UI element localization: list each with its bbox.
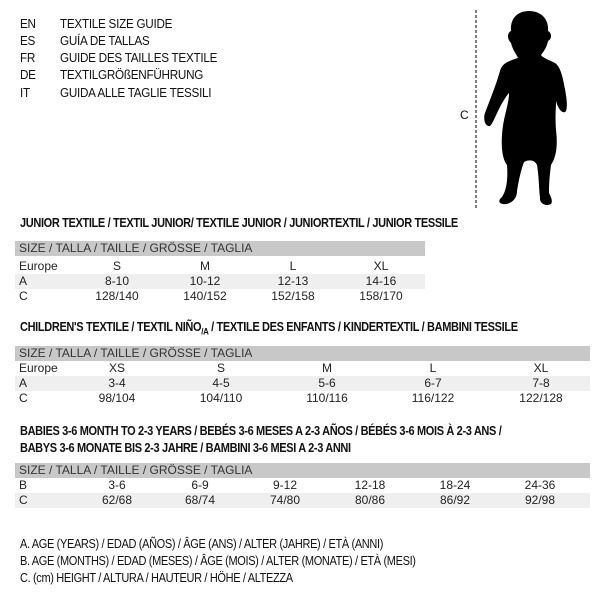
table-cell: 110/116 bbox=[306, 391, 348, 405]
row-label: A bbox=[19, 376, 28, 390]
lang-title: TEXTILGRÖßENFÜHRUNG bbox=[60, 67, 204, 82]
table-cell: 3-4 bbox=[108, 376, 126, 390]
table-cell: 152/158 bbox=[271, 289, 315, 303]
babies-section-title-line2: BABYS 3-6 MONATE BIS 2-3 JAHRE / BAMBINI… bbox=[20, 441, 351, 455]
children-section-title: CHILDREN'S TEXTILE / TEXTIL NIÑO/A / TEX… bbox=[20, 320, 518, 337]
table-cell: 92/98 bbox=[524, 493, 556, 507]
row-label: A bbox=[19, 274, 28, 288]
table-cell: 18-24 bbox=[439, 478, 471, 492]
table-cell: L bbox=[289, 259, 297, 273]
table-cell: 12-18 bbox=[354, 478, 386, 492]
table-cell: 24-36 bbox=[524, 478, 556, 492]
table-cell: 68/74 bbox=[184, 493, 216, 507]
legend-c: C. (cm) HEIGHT / ALTURA / HAUTEUR / HÖHE… bbox=[20, 571, 293, 585]
junior-size-table: SIZE / TALLA / TAILLE / GRÖSSE / TAGLIA … bbox=[15, 241, 425, 304]
table-cell: 6-9 bbox=[191, 478, 209, 492]
table-row: A 3-4 4-5 5-6 6-7 7-8 bbox=[15, 376, 590, 391]
row-label: C bbox=[19, 391, 28, 405]
lang-code: IT bbox=[20, 85, 30, 100]
table-row: B 3-6 6-9 9-12 12-18 18-24 24-36 bbox=[15, 478, 590, 493]
table-cell: 122/128 bbox=[519, 391, 563, 405]
table-header: SIZE / TALLA / TAILLE / GRÖSSE / TAGLIA bbox=[15, 346, 590, 361]
babies-size-table: SIZE / TALLA / TAILLE / GRÖSSE / TAGLIA … bbox=[15, 463, 590, 508]
table-cell: 104/110 bbox=[199, 391, 243, 405]
lang-code: FR bbox=[20, 50, 36, 65]
table-cell: 62/68 bbox=[101, 493, 133, 507]
table-cell: 4-5 bbox=[212, 376, 230, 390]
lang-code: EN bbox=[20, 16, 36, 31]
table-row: Europe S M L XL bbox=[15, 259, 425, 274]
table-cell: 86/92 bbox=[439, 493, 471, 507]
table-cell: S bbox=[216, 361, 226, 375]
table-cell: 8-10 bbox=[104, 274, 130, 288]
children-size-table: SIZE / TALLA / TAILLE / GRÖSSE / TAGLIA … bbox=[15, 346, 590, 406]
table-cell: 12-13 bbox=[277, 274, 309, 288]
table-row: A 8-10 10-12 12-13 14-16 bbox=[15, 274, 425, 289]
table-cell: 3-6 bbox=[108, 478, 126, 492]
lang-title: TEXTILE SIZE GUIDE bbox=[60, 16, 173, 31]
table-row: Europe XS S M L XL bbox=[15, 361, 590, 376]
table-cell: XL bbox=[533, 361, 549, 375]
lang-title: GUÍA DE TALLAS bbox=[60, 33, 150, 48]
lang-code: ES bbox=[20, 33, 36, 48]
table-cell: 5-6 bbox=[318, 376, 336, 390]
lang-title: GUIDA ALLE TAGLIE TESSILI bbox=[60, 85, 212, 100]
child-silhouette-icon bbox=[475, 10, 567, 208]
row-label: B bbox=[19, 478, 28, 492]
table-cell: 10-12 bbox=[189, 274, 221, 288]
table-cell: 9-12 bbox=[272, 478, 298, 492]
row-label: C bbox=[19, 289, 28, 303]
table-cell: 7-8 bbox=[532, 376, 550, 390]
silhouette-shape bbox=[484, 11, 567, 206]
legend-b: B. AGE (MONTHS) / EDAD (MESES) / ÂGE (MO… bbox=[20, 554, 416, 568]
table-cell: XL bbox=[373, 259, 389, 273]
table-cell: S bbox=[112, 259, 122, 273]
child-silhouette-figure: C bbox=[455, 5, 595, 210]
table-cell: 14-16 bbox=[365, 274, 397, 288]
height-label: C bbox=[460, 108, 469, 122]
babies-section-title-line1: BABIES 3-6 MONTH TO 2-3 YEARS / BEBÉS 3-… bbox=[20, 424, 502, 438]
table-cell: 98/104 bbox=[98, 391, 136, 405]
table-cell: 128/140 bbox=[95, 289, 139, 303]
table-cell: 74/80 bbox=[269, 493, 301, 507]
table-cell: XS bbox=[108, 361, 126, 375]
table-row: C 128/140 140/152 152/158 158/170 bbox=[15, 289, 425, 304]
table-cell: 80/86 bbox=[354, 493, 386, 507]
row-label: C bbox=[19, 493, 28, 507]
legend-a: A. AGE (YEARS) / EDAD (AÑOS) / ÂGE (ANS)… bbox=[20, 537, 384, 551]
title-text: / TEXTILE DES ENFANTS / KINDERTEXTIL / B… bbox=[208, 320, 518, 334]
junior-section-title: JUNIOR TEXTILE / TEXTIL JUNIOR/ TEXTILE … bbox=[20, 216, 458, 230]
table-row: C 98/104 104/110 110/116 116/122 122/128 bbox=[15, 391, 590, 406]
table-row: C 62/68 68/74 74/80 80/86 86/92 92/98 bbox=[15, 493, 590, 508]
table-cell: 6-7 bbox=[424, 376, 442, 390]
table-cell: M bbox=[322, 361, 332, 375]
row-label: Europe bbox=[19, 361, 58, 375]
table-cell: M bbox=[200, 259, 210, 273]
title-text: CHILDREN'S TEXTILE / TEXTIL NIÑO bbox=[20, 320, 202, 334]
row-label: Europe bbox=[19, 259, 58, 273]
table-header: SIZE / TALLA / TAILLE / GRÖSSE / TAGLIA bbox=[15, 463, 590, 478]
lang-title: GUIDE DES TAILLES TEXTILE bbox=[60, 50, 218, 65]
title-subscript: /A bbox=[201, 326, 209, 337]
table-header: SIZE / TALLA / TAILLE / GRÖSSE / TAGLIA bbox=[15, 241, 425, 256]
table-cell: 140/152 bbox=[183, 289, 227, 303]
lang-code: DE bbox=[20, 67, 36, 82]
table-cell: L bbox=[429, 361, 437, 375]
table-cell: 116/122 bbox=[411, 391, 455, 405]
table-cell: 158/170 bbox=[359, 289, 403, 303]
